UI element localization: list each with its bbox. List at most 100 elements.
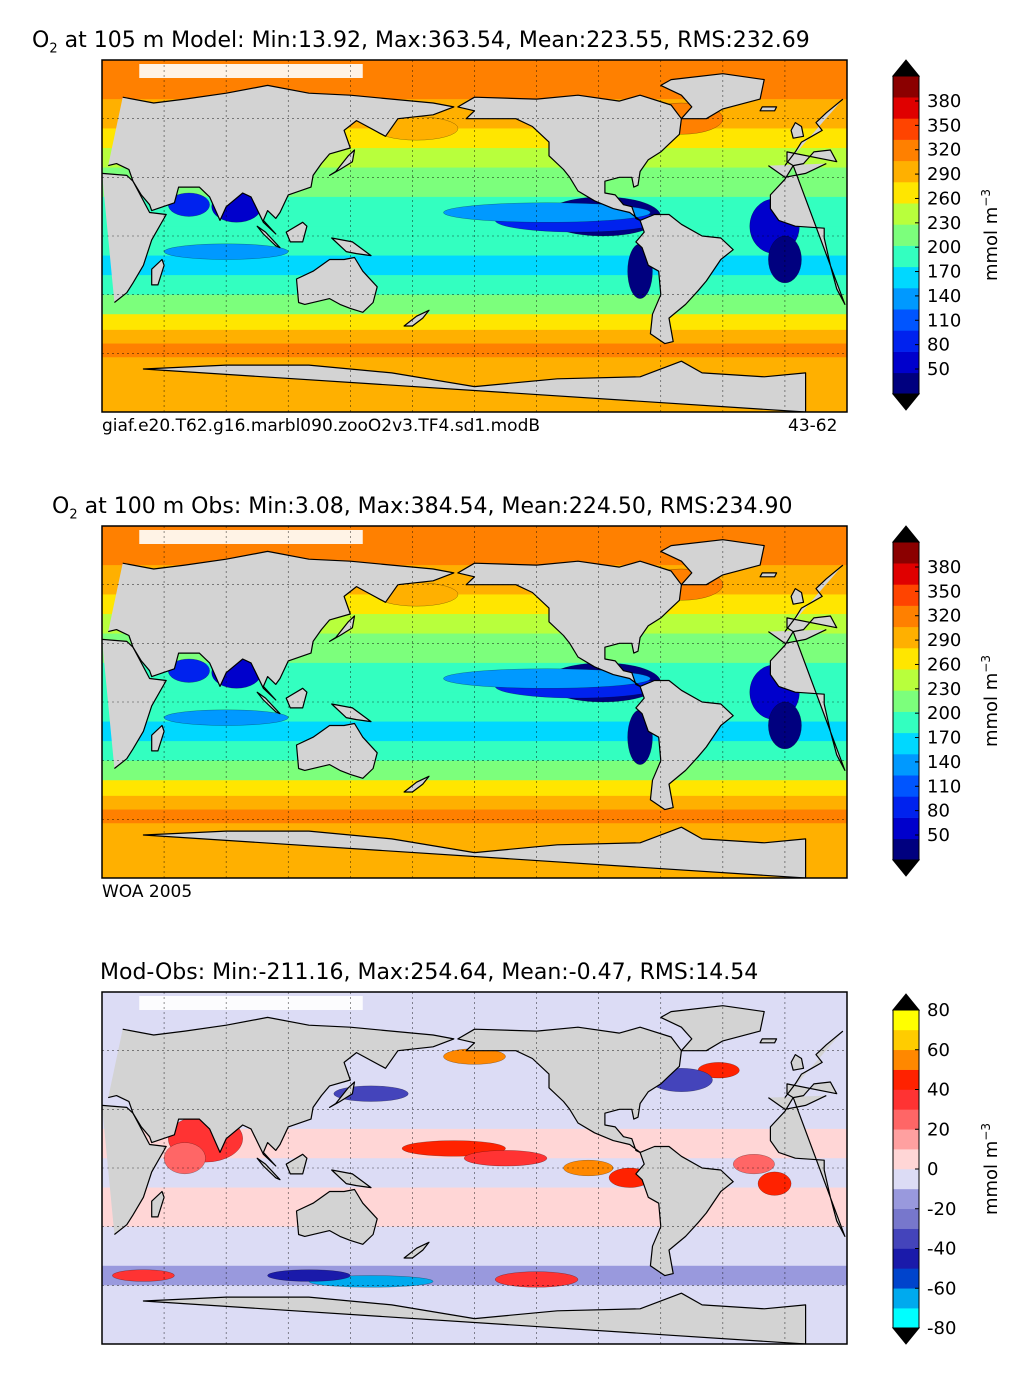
colorbar-extend-min <box>891 859 921 877</box>
colorbar-tick-label: 80 <box>927 1000 950 1021</box>
field-contour <box>732 1154 775 1175</box>
colorbar-tick-label: 20 <box>927 1119 950 1140</box>
land-new-zealand <box>403 309 430 327</box>
colorbar-tick-label: 350 <box>927 581 961 602</box>
land-sumatra <box>256 691 281 715</box>
land-greenland <box>660 73 765 120</box>
colorbar-extend-min <box>891 393 921 411</box>
colorbar-tick-label: -60 <box>927 1278 956 1299</box>
missing-data <box>139 996 363 1010</box>
colorbar-extend-max <box>891 993 921 1011</box>
map-panel-2 <box>101 525 848 879</box>
colorbar-3: 80 60 40 20 0 -20 -40 -60 -80 mmol m−3 <box>891 993 1002 1345</box>
colorbar-tick-label: 170 <box>927 728 961 749</box>
colorbar-tick-label: -80 <box>927 1318 956 1339</box>
colorbar-tick-label: 0 <box>927 1159 938 1180</box>
colorbar-segment <box>893 372 919 395</box>
land-north-america <box>457 560 682 687</box>
field-contour <box>463 1150 548 1167</box>
land-madagascar <box>151 724 165 752</box>
colorbar-segment <box>893 1010 919 1031</box>
land-africa <box>102 1095 846 1237</box>
land-north-america <box>457 1026 682 1153</box>
colorbar-segment <box>893 1029 919 1051</box>
colorbar-tick-label: 380 <box>927 557 961 578</box>
colorbar-tick-label: 290 <box>927 630 961 651</box>
colorbar-segment <box>893 97 919 119</box>
colorbar-segment <box>893 542 919 564</box>
panel2-title: O2 at 100 m Obs: Min:3.08, Max:384.54, M… <box>52 494 793 523</box>
colorbar-segment <box>893 76 919 98</box>
colorbar-tick-label: 200 <box>927 237 961 258</box>
panel1-title: O2 at 105 m Model: Min:13.92, Max:363.54… <box>32 28 810 57</box>
land-iceland <box>759 1038 778 1044</box>
colorbar-segment <box>893 1288 919 1309</box>
map-frame <box>101 525 848 879</box>
colorbar-segment <box>893 754 919 776</box>
colorbar-segment <box>893 245 919 268</box>
land-australia <box>295 256 378 313</box>
colorbar-segment <box>893 351 919 374</box>
land-north-america <box>457 94 682 221</box>
colorbar-tick-label: 110 <box>927 310 961 331</box>
land-new-zealand <box>403 1241 430 1259</box>
map-panel-3 <box>101 991 848 1345</box>
colorbar-tick-label: 230 <box>927 679 961 700</box>
colorbar-segment <box>893 1169 919 1190</box>
land-eurasia <box>108 1016 844 1167</box>
colorbar-1: 380 350 320 290 260 230 200 170 140 110 80 50 mmol m… <box>891 59 1002 411</box>
colorbar-segment <box>893 1109 919 1130</box>
land-madagascar <box>151 1190 165 1218</box>
land-new-guinea <box>331 237 372 257</box>
colorbar-unit-exponent: −3 <box>979 1123 993 1141</box>
colorbar-segment <box>893 626 919 649</box>
land-eurasia <box>108 550 844 701</box>
colorbar-segment <box>893 1129 919 1150</box>
land-sumatra <box>256 225 281 249</box>
colorbar-segment <box>893 1069 919 1090</box>
land-new-guinea <box>331 703 372 723</box>
map-panel-1 <box>101 59 848 413</box>
colorbar-segment <box>893 1049 919 1070</box>
colorbar-segment <box>893 1208 919 1229</box>
colorbar-segment <box>893 182 919 204</box>
land-borneo <box>285 1153 308 1175</box>
colorbar-unit-label: mmol m−3 <box>979 1123 1002 1215</box>
colorbar-segment <box>893 118 919 140</box>
colorbar-frame <box>892 75 920 395</box>
colorbar-tick-label: 50 <box>927 359 950 380</box>
colorbar-segment <box>893 838 919 861</box>
colorbar-tick-label: 200 <box>927 703 961 724</box>
colorbar-extend-min <box>891 1327 921 1345</box>
colorbar-segment <box>893 605 919 628</box>
field-contour <box>163 1142 206 1175</box>
colorbar-tick-label: 230 <box>927 213 961 234</box>
colorbar-unit-label: mmol m−3 <box>979 655 1002 747</box>
colorbar-segment <box>893 1308 919 1329</box>
colorbar-segment <box>893 732 919 755</box>
field-contour <box>757 1171 792 1196</box>
land-borneo <box>285 221 308 243</box>
colorbar-tick-label: 140 <box>927 752 961 773</box>
colorbar-unit-exponent: −3 <box>979 655 993 673</box>
colorbar-segment <box>893 266 919 289</box>
colorbar-segment <box>893 1149 919 1170</box>
land-south-america <box>635 679 734 811</box>
panel2-source: WOA 2005 <box>102 882 193 902</box>
colorbar-tick-label: 50 <box>927 825 950 846</box>
land-iceland <box>759 572 778 578</box>
land-sumatra <box>256 1157 281 1181</box>
colorbar-segment <box>893 203 919 225</box>
colorbar-segment <box>893 1228 919 1249</box>
colorbar-segment <box>893 1089 919 1110</box>
colorbar-tick-label: 320 <box>927 606 961 627</box>
colorbar-unit-label: mmol m−3 <box>979 189 1002 281</box>
colorbar-unit-exponent: −3 <box>979 189 993 207</box>
colorbar-segment <box>893 1248 919 1269</box>
colorbar-extend-max <box>891 525 921 543</box>
colorbar-segment <box>893 817 919 840</box>
colorbar-frame <box>892 541 920 861</box>
map-frame <box>101 991 848 1345</box>
colorbar-tick-label: -20 <box>927 1199 956 1220</box>
land-africa <box>102 629 846 771</box>
